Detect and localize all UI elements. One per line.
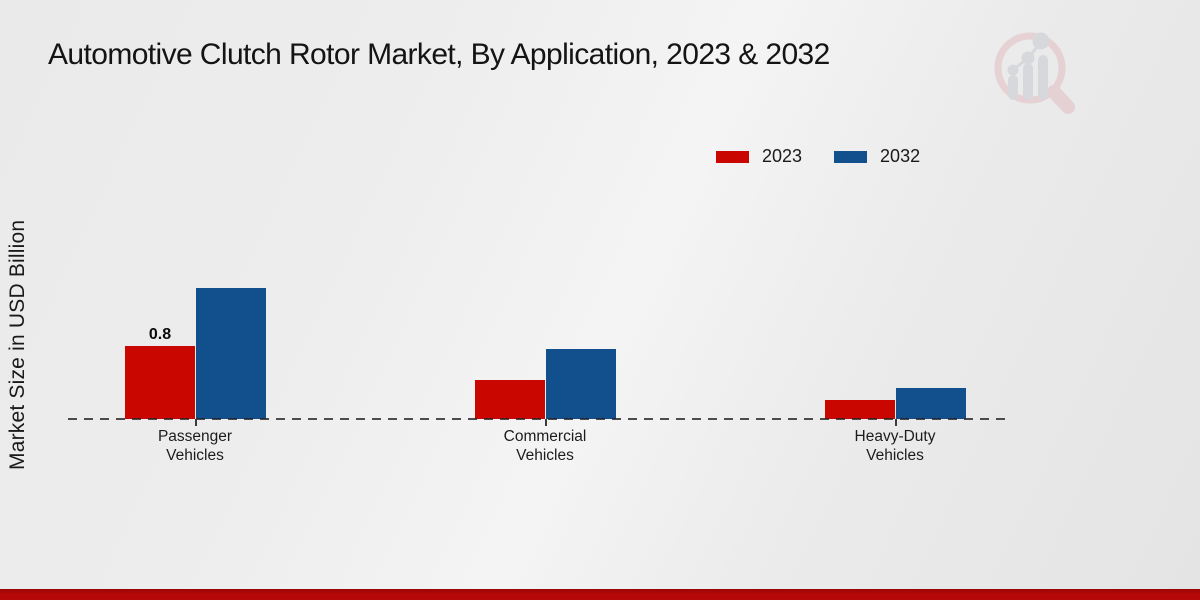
- magnifier-bar-chart-logo-icon: [994, 32, 1075, 114]
- bar-2023-heavy-duty-vehicles: [825, 400, 895, 419]
- legend-label-2032: 2032: [880, 146, 921, 166]
- x-axis-tick-commercial-vehicles: [545, 419, 547, 426]
- bar-2032-passenger-vehicles: [196, 288, 266, 419]
- legend-swatch-2023: [716, 150, 749, 163]
- category-label-line: Vehicles: [516, 447, 574, 464]
- bar-value-label: 0.8: [148, 326, 172, 343]
- category-label-line: Vehicles: [866, 447, 924, 464]
- legend-label-2023: 2023: [762, 146, 803, 166]
- y-axis-label: Market Size in USD Billion: [6, 219, 29, 471]
- category-label-passenger-vehicles: Passenger Vehicles: [105, 427, 285, 465]
- legend-item-2032: 2032: [834, 146, 920, 167]
- category-label-line: Heavy-Duty: [854, 428, 936, 445]
- x-axis-tick-passenger-vehicles: [195, 419, 197, 426]
- category-label-line: Commercial: [503, 428, 587, 445]
- chart-title: Automotive Clutch Rotor Market, By Appli…: [48, 38, 830, 71]
- x-axis-tick-heavy-duty-vehicles: [895, 419, 897, 426]
- category-label-line: Vehicles: [166, 447, 224, 464]
- legend-item-2023: 2023: [716, 146, 802, 167]
- x-axis-zero-line: [68, 418, 1008, 420]
- category-label-heavy-duty-vehicles: Heavy-Duty Vehicles: [805, 427, 985, 465]
- category-label-commercial-vehicles: Commercial Vehicles: [455, 427, 635, 465]
- category-label-line: Passenger: [157, 428, 233, 445]
- legend-swatch-2032: [834, 150, 868, 163]
- bar-2023-passenger-vehicles: [125, 346, 195, 419]
- footer-red-band: [0, 589, 1200, 600]
- legend: 2023 2032: [716, 146, 920, 167]
- bar-2023-commercial-vehicles: [475, 380, 545, 419]
- bar-2032-commercial-vehicles: [546, 349, 616, 419]
- bar-2032-heavy-duty-vehicles: [896, 388, 966, 419]
